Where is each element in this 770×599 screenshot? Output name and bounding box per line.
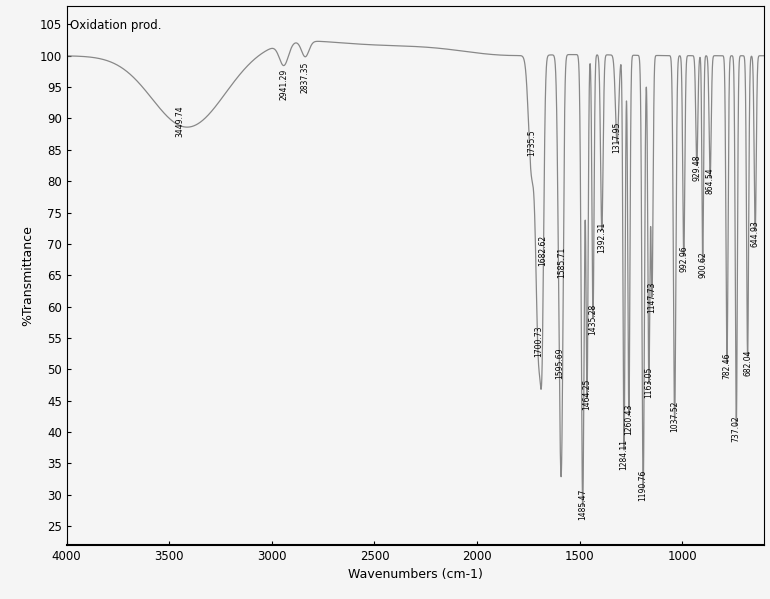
Text: 2837.35: 2837.35 [301,62,310,93]
Text: 682.04: 682.04 [743,349,752,376]
Text: 929.48: 929.48 [692,155,701,181]
Text: 1163.05: 1163.05 [644,366,654,398]
Text: 1682.62: 1682.62 [537,235,547,266]
Text: 737.02: 737.02 [732,415,741,441]
Text: 782.46: 782.46 [722,352,732,379]
Text: 1464.25: 1464.25 [583,379,591,410]
Text: 1284.11: 1284.11 [620,439,628,470]
Text: 1190.76: 1190.76 [638,470,648,501]
Text: 1147.73: 1147.73 [648,282,657,313]
Text: 1317.95: 1317.95 [613,122,621,153]
Text: 1435.28: 1435.28 [588,304,598,335]
Text: 1260.43: 1260.43 [624,404,634,435]
Text: 1595.69: 1595.69 [556,347,564,379]
Text: 1485.47: 1485.47 [578,489,588,520]
Text: 3449.74: 3449.74 [175,105,184,137]
Y-axis label: %Transmittance: %Transmittance [21,225,34,326]
Text: 644.93: 644.93 [751,220,760,247]
Text: 1585.71: 1585.71 [557,247,567,279]
Text: 900.62: 900.62 [698,252,707,279]
Text: 1735.5: 1735.5 [527,129,536,156]
Text: Oxidation prod.: Oxidation prod. [70,19,162,32]
Text: 1392.31: 1392.31 [598,222,606,253]
X-axis label: Wavenumbers (cm-1): Wavenumbers (cm-1) [348,568,483,582]
Text: 2941.29: 2941.29 [280,68,289,99]
Text: 1700.73: 1700.73 [534,325,543,357]
Text: 1037.52: 1037.52 [670,401,679,432]
Text: 864.54: 864.54 [705,167,715,193]
Text: 992.96: 992.96 [679,246,688,272]
